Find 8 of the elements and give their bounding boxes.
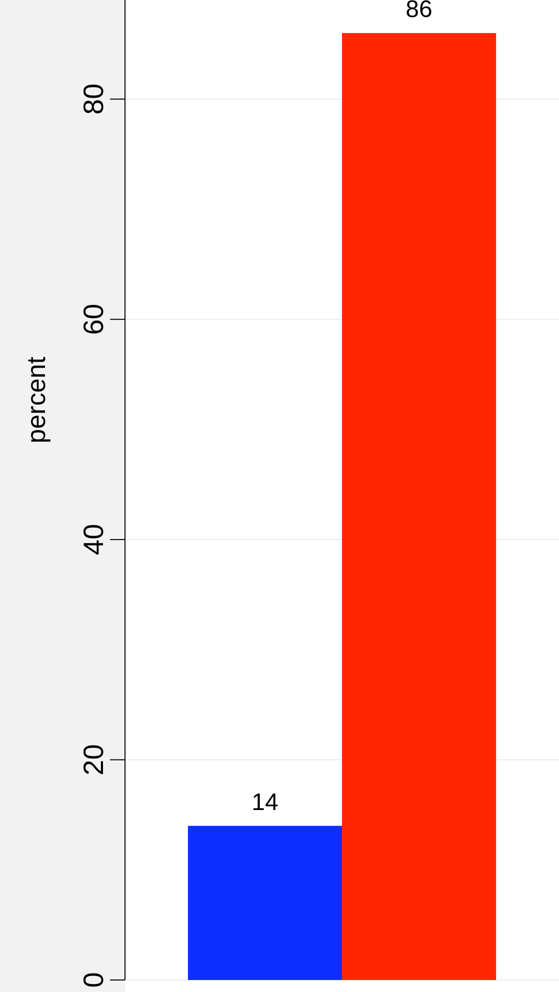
y-axis-title: percent	[21, 356, 51, 444]
data-label: 14	[252, 788, 278, 816]
y-tick-label: 40	[78, 524, 109, 556]
data-label: 86	[406, 0, 432, 24]
y-tick-label: 60	[78, 304, 109, 335]
y-tick-label: 0	[78, 972, 109, 988]
y-tick-label: 80	[78, 84, 109, 115]
y-tick-label: 20	[78, 744, 109, 776]
